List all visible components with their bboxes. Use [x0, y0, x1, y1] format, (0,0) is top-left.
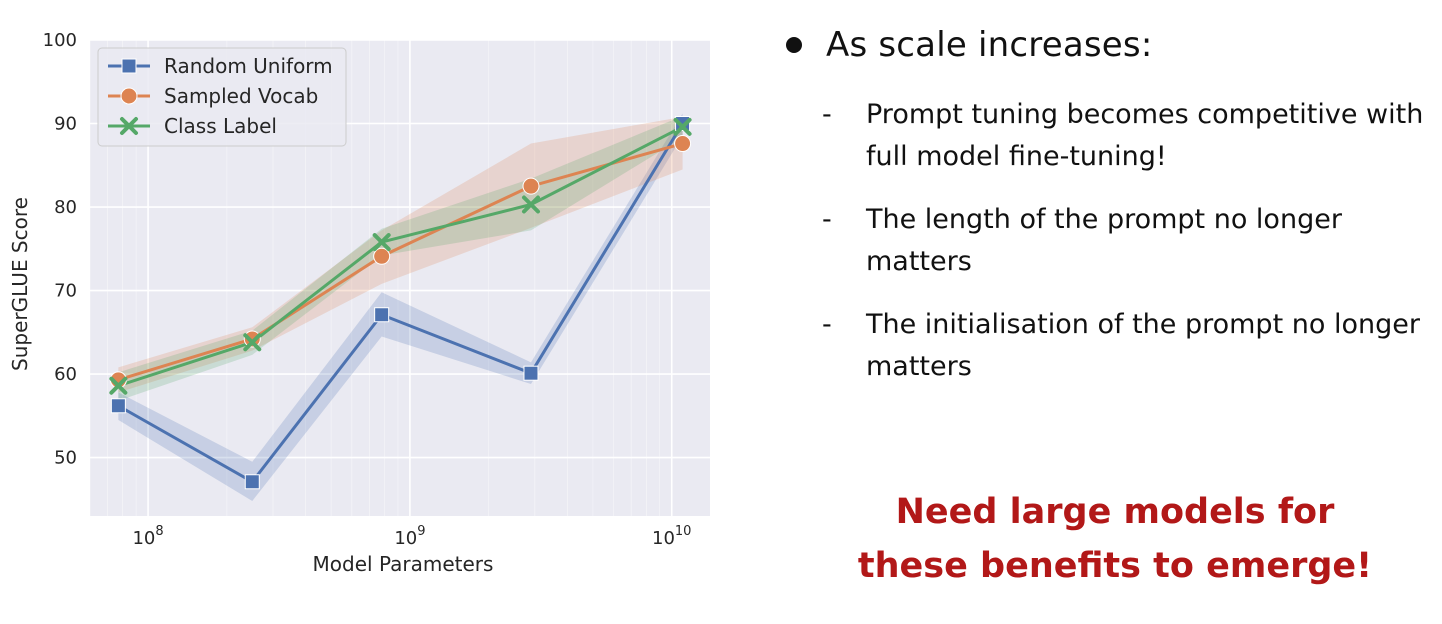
data-point [244, 474, 260, 490]
data-point [521, 195, 540, 214]
data-point [120, 117, 138, 135]
legend-label: Random Uniform [164, 54, 333, 78]
sub-point-list: - Prompt tuning becomes competitive with… [780, 94, 1430, 388]
sub-point-text: Prompt tuning becomes competitive with f… [866, 99, 1424, 172]
y-tick-label: 80 [54, 197, 77, 218]
slide-text: As scale increases: - Prompt tuning beco… [780, 20, 1430, 409]
y-axis-label: SuperGLUE Score [8, 197, 32, 371]
data-point [109, 376, 128, 395]
conclusion-line: these benefits to emerge! [857, 546, 1373, 586]
sub-point-text: The length of the prompt no longer matte… [866, 204, 1342, 277]
series-markers [109, 116, 692, 490]
sub-point-text: The initialisation of the prompt no long… [866, 309, 1420, 382]
superglue-chart: 50 60 70 80 90 100 108 109 1010 Model Parameter… [8, 30, 710, 576]
confidence-band [118, 116, 683, 393]
y-tick-label: 50 [54, 448, 77, 469]
data-point [673, 117, 692, 136]
data-point [372, 233, 391, 252]
legend-label: Sampled Vocab [164, 84, 318, 108]
data-point [523, 365, 539, 381]
bullet-heading-row: As scale increases: [780, 20, 1430, 70]
sub-point-dash: - [822, 204, 832, 235]
data-point [243, 333, 262, 352]
sub-point: - Prompt tuning becomes competitive with… [780, 94, 1430, 178]
data-point [110, 398, 126, 414]
data-point [675, 116, 691, 132]
y-tick-label: 60 [54, 364, 77, 385]
bullet-heading: As scale increases: [826, 25, 1153, 65]
y-tick-labels: 50 60 70 80 90 100 [43, 30, 77, 469]
data-point [121, 58, 137, 74]
x-axis-label: Model Parameters [313, 552, 494, 576]
y-tick-label: 70 [54, 281, 77, 302]
sub-point: - The initialisation of the prompt no lo… [780, 304, 1430, 388]
legend-box [97, 47, 347, 147]
y-tick-label: 90 [54, 114, 77, 135]
x-tick-label: 108 [132, 524, 163, 549]
confidence-bands [118, 113, 683, 501]
y-tick-label: 100 [43, 30, 77, 51]
data-point [120, 87, 138, 105]
data-point [522, 177, 540, 195]
sub-point-dash: - [822, 309, 832, 340]
data-point [374, 307, 390, 323]
confidence-band [118, 115, 683, 401]
legend: Random Uniform Sampled Vocab Class Label [97, 47, 347, 147]
data-point [674, 135, 692, 153]
data-point [243, 330, 261, 348]
x-tick-label: 109 [394, 524, 425, 549]
sub-point: - The length of the prompt no longer mat… [780, 199, 1430, 283]
legend-label: Class Label [164, 114, 277, 138]
data-point [373, 247, 391, 265]
confidence-band [118, 113, 683, 501]
bullet-dot [786, 37, 802, 53]
sub-point-dash: - [822, 99, 832, 130]
x-tick-label: 1010 [652, 524, 691, 549]
x-tick-labels: 108 109 1010 [132, 524, 691, 549]
conclusion-text: Need large models for these benefits to … [840, 485, 1390, 593]
conclusion-line: Need large models for [895, 492, 1335, 532]
